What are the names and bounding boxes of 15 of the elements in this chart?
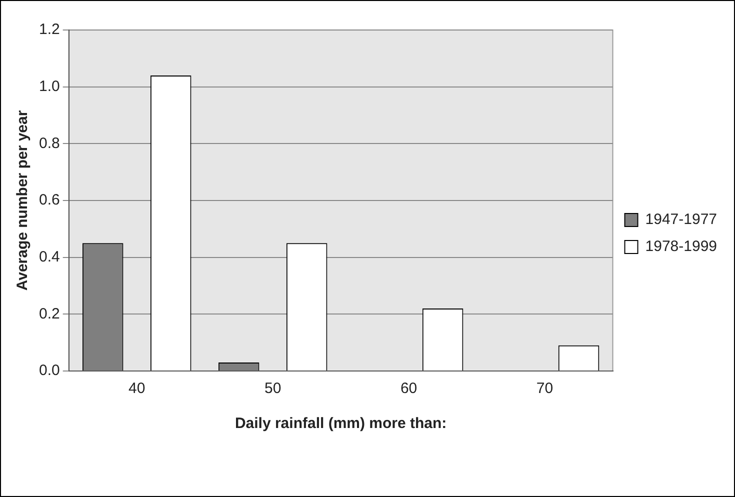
x-tick-label: 60 (400, 380, 418, 398)
x-tick-label: 70 (536, 380, 554, 398)
y-axis-title: Average number per year (14, 110, 32, 291)
x-tick-label: 50 (264, 380, 282, 398)
y-tick-label: 0.4 (38, 248, 60, 266)
legend-label: 1947-1977 (645, 211, 717, 228)
x-tick-label: 40 (128, 380, 146, 398)
y-tick-label: 1.2 (38, 21, 60, 38)
y-tick-label: 0.0 (38, 362, 60, 380)
y-tick-label: 0.6 (38, 192, 60, 209)
y-tick-label: 0.2 (38, 305, 60, 322)
y-tick-label: 0.8 (38, 134, 60, 152)
x-axis-title: Daily rainfall (mm) more than: (234, 415, 447, 432)
legend-label: 1978-1999 (645, 238, 717, 256)
y-tick-label: 1.0 (38, 78, 60, 95)
